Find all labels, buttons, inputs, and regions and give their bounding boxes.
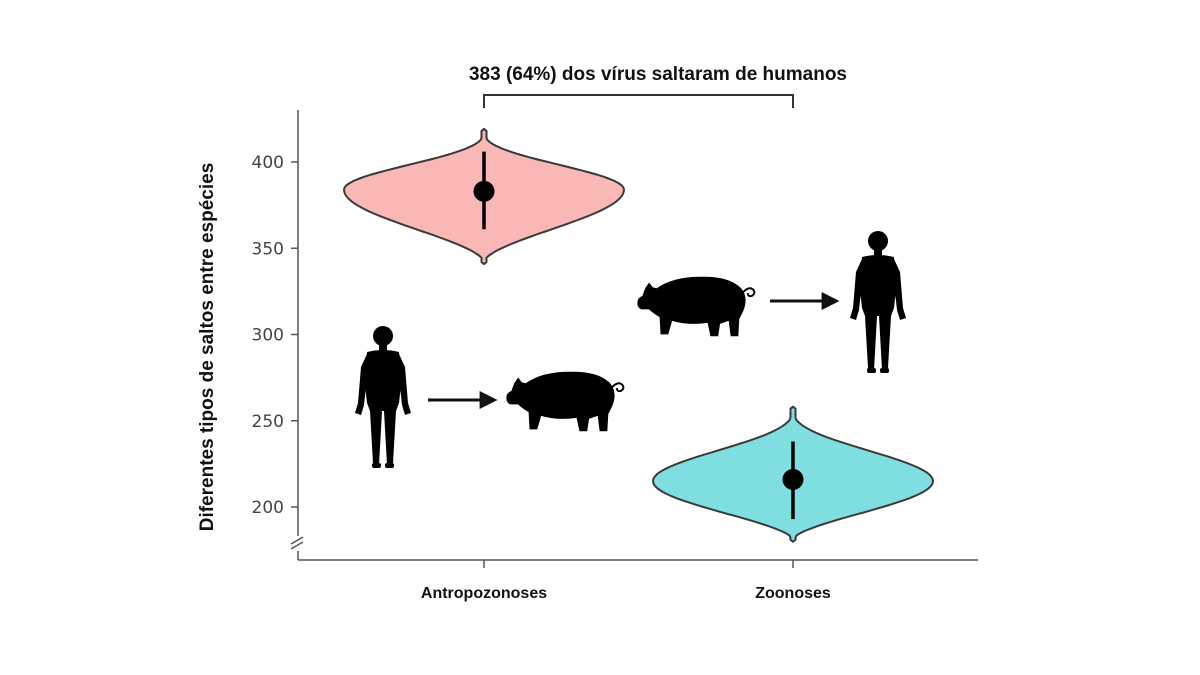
human-icon	[355, 326, 411, 468]
y-axis: 200 250 300 350 400	[252, 110, 304, 560]
y-tick-label: 300	[252, 326, 284, 346]
flow-pig-to-human	[636, 231, 906, 373]
y-tick-label: 200	[252, 498, 284, 518]
annotation-bracket	[483, 94, 794, 108]
x-tick-label: Antropozonoses	[421, 585, 547, 602]
y-tick-label: 250	[252, 412, 284, 432]
annotation: 383 (64%) dos vírus saltaram de humanos	[469, 64, 847, 108]
median-point	[473, 180, 495, 202]
human-icon	[850, 231, 906, 373]
flow-human-to-pig	[355, 326, 625, 468]
y-tick-label: 400	[252, 153, 284, 173]
y-axis-title: Diferentes tipos de saltos entre espécie…	[197, 163, 218, 532]
annotation-text: 383 (64%) dos vírus saltaram de humanos	[469, 64, 847, 85]
pig-icon	[505, 370, 625, 433]
x-axis: Antropozonoses Zoonoses	[298, 559, 978, 602]
y-tick-label: 350	[252, 239, 284, 259]
median-point	[782, 468, 804, 490]
pig-icon	[636, 275, 756, 338]
x-tick-label: Zoonoses	[755, 585, 831, 602]
axis-break-mark	[290, 536, 304, 550]
